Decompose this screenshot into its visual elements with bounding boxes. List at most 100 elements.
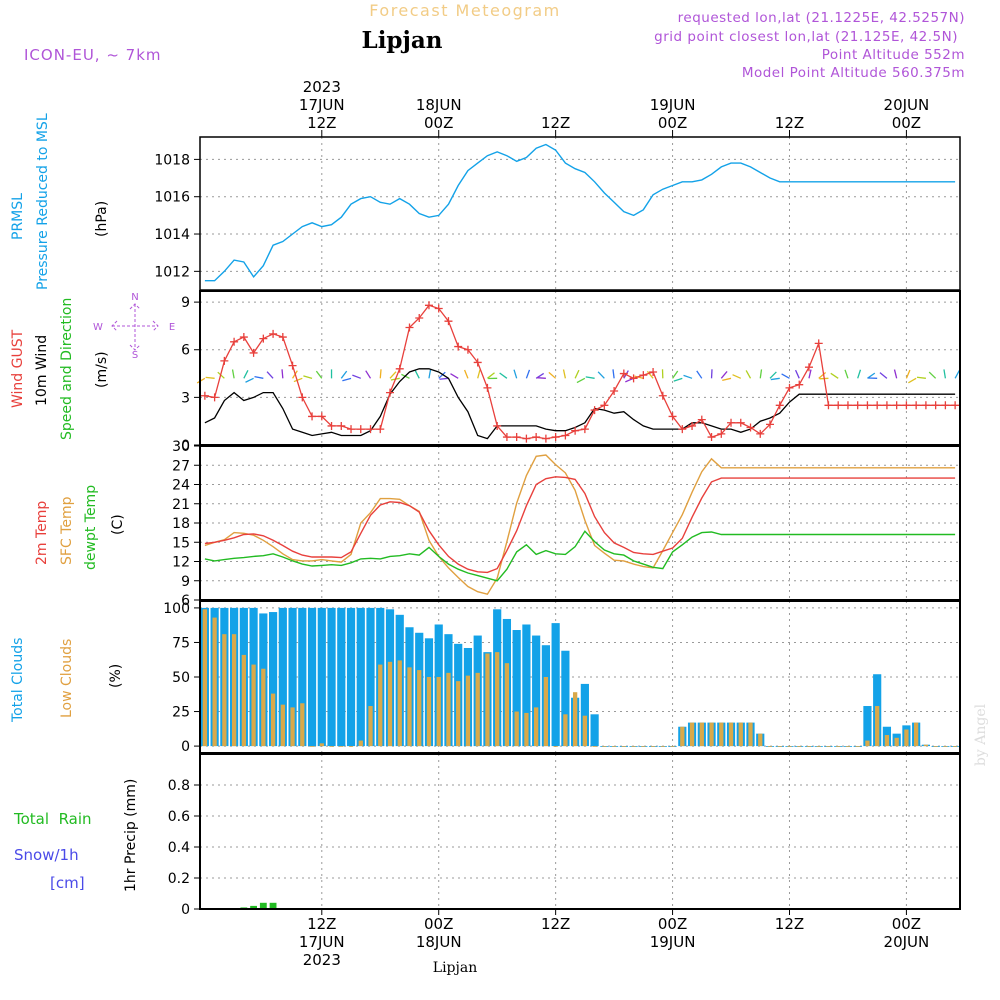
grid-point-coords: grid point closest lon,lat (21.125E, 42.… (654, 29, 958, 45)
low-cloud-bar (680, 726, 685, 747)
low-cloud-bar (514, 711, 519, 747)
temp-unit-label: (C) (110, 514, 126, 535)
low-cloud-bar (222, 634, 227, 747)
y-tick-label: 9 (181, 295, 190, 311)
gust-marker (590, 406, 599, 415)
gust-marker (766, 420, 774, 429)
gust-marker (863, 401, 872, 410)
low-cloud-bar (309, 746, 315, 747)
wind-arrow (254, 375, 264, 379)
low-cloud-bar (329, 746, 334, 747)
low-cloud-bar (300, 703, 305, 747)
gust-marker (785, 383, 794, 392)
gust-marker (210, 393, 219, 402)
compass-rose: N S W E (93, 292, 175, 361)
wind-arrow (794, 369, 800, 379)
gust-marker (795, 380, 804, 389)
low-cloud-bar (719, 722, 724, 747)
x-tick-label-bottom: 19JUN (650, 933, 696, 951)
wind-arrow (352, 374, 362, 379)
sfc-temp-line (204, 454, 956, 596)
gust-marker (678, 425, 687, 434)
gust-marker (347, 425, 356, 434)
snow-label: Snow/1h (14, 846, 79, 864)
gust-marker (843, 401, 852, 410)
low-cloud-bar (426, 677, 432, 747)
wind-arrow (722, 377, 732, 381)
gust-marker (941, 401, 950, 410)
wind-arrow (576, 377, 586, 384)
total-cloud-bar (346, 607, 356, 747)
wind-arrow (745, 370, 752, 379)
y-tick-label: 12 (172, 555, 190, 571)
wind-arrow (414, 370, 420, 379)
data-layer (196, 143, 960, 910)
low-cloud-bar (650, 746, 656, 747)
low-cloud-bar (787, 746, 792, 747)
x-tick-label-top: 12Z (307, 114, 336, 132)
wind-arrow (683, 374, 693, 379)
low-cloud-bar (816, 746, 821, 747)
wind-arrow (428, 369, 432, 379)
low-cloud-bar (358, 740, 363, 747)
wind-arrow (720, 371, 728, 379)
rain-bar (269, 902, 277, 909)
wind-arrow (781, 373, 790, 379)
gust-marker (892, 401, 901, 410)
wind-arrow (536, 377, 546, 379)
x-tick-label-bottom: 00Z (892, 915, 921, 933)
low-cloud-bar (446, 672, 451, 747)
low-cloud-bar (534, 707, 539, 747)
low-cloud-bar (261, 668, 266, 747)
point-altitude: Point Altitude 552m (822, 47, 965, 63)
gust-marker (259, 334, 268, 343)
total-cloud-bar (522, 624, 531, 747)
gust-marker (882, 401, 891, 410)
total-cloud-bar (278, 607, 287, 747)
wind-arrow (646, 370, 654, 379)
low-cloud-bar (933, 746, 938, 747)
wind-arrow (954, 370, 960, 379)
gust-marker (775, 401, 784, 410)
gust-marker (853, 401, 862, 410)
low-cloud-bar (689, 722, 695, 747)
x-tick-label-top: 20JUN (884, 96, 930, 114)
gust-marker (308, 412, 317, 421)
requested-coords: requested lon,lat (21.1225E, 42.5257N) (678, 10, 965, 26)
gust-marker (600, 401, 609, 410)
gust-marker (405, 323, 414, 332)
panel-frame (199, 753, 961, 910)
gust-marker (541, 434, 550, 443)
wind-arrow (928, 371, 937, 379)
gust-marker (473, 358, 482, 367)
low-cloud-bar (709, 722, 714, 747)
low-cloud-bar (524, 712, 529, 747)
gust-marker (824, 401, 833, 410)
temp-labels: 2m Temp SFC Temp dewpt Temp (C) (34, 485, 126, 570)
wind-arrow (315, 370, 323, 379)
wind-arrow (808, 369, 812, 379)
low-cloud-bar (758, 733, 763, 747)
low-cloud-bar (728, 722, 734, 747)
gust-marker (736, 418, 745, 427)
watermark: by Angel (973, 703, 989, 766)
compass-e: E (169, 322, 175, 333)
low-cloud-bar (806, 746, 812, 747)
low-cloud-bar (378, 664, 383, 747)
gust-marker (873, 401, 882, 410)
y-tick-label: 0.4 (168, 840, 190, 856)
y-tick-label: 30 (172, 439, 190, 455)
wind-10m-line (204, 368, 956, 440)
x-tick-label-bottom: 12Z (541, 915, 570, 933)
temp-dew-label: dewpt Temp (83, 485, 99, 570)
gust-marker (580, 425, 589, 434)
low-cloud-bar (465, 675, 471, 747)
x-tick-label-bottom: 2023 (303, 951, 341, 969)
gust-marker (444, 317, 453, 326)
wind-arrow (634, 375, 644, 379)
total-cloud-bar (561, 650, 570, 747)
y-tick-label: 6 (181, 343, 190, 359)
total-cloud-bar (551, 623, 560, 747)
x-tick-label-top: 12Z (775, 114, 804, 132)
low-cloud-bar (202, 609, 208, 747)
